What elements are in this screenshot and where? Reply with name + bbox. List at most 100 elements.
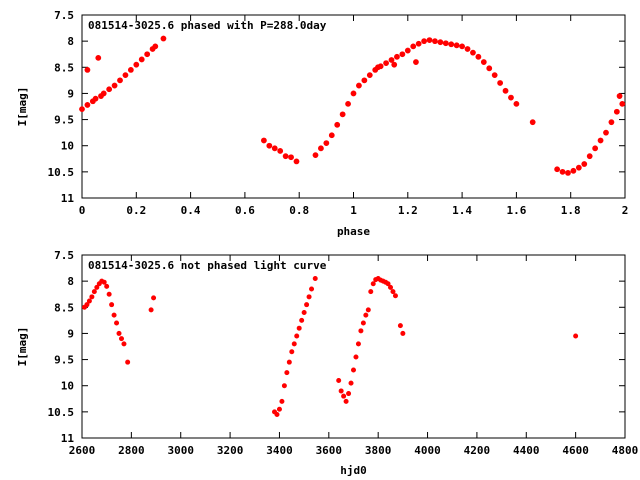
- data-point: [343, 398, 349, 404]
- data-point: [502, 87, 509, 94]
- data-point: [404, 47, 411, 54]
- y-tick-label: 8: [67, 35, 74, 48]
- data-point: [442, 40, 449, 47]
- data-point: [358, 328, 364, 334]
- data-point: [274, 411, 280, 417]
- data-point: [453, 42, 460, 49]
- x-tick-label: 1.8: [561, 204, 581, 217]
- data-point: [109, 302, 115, 308]
- x-tick-label: 4600: [562, 444, 589, 457]
- data-point: [399, 51, 406, 58]
- x-tick-label: 0: [79, 204, 86, 217]
- data-point: [592, 145, 599, 152]
- data-point: [84, 67, 91, 73]
- chart-title: 081514-3025.6 not phased light curve: [88, 259, 327, 272]
- data-point: [294, 333, 300, 339]
- data-point: [388, 57, 395, 63]
- data-point: [111, 312, 117, 318]
- data-point: [312, 152, 319, 159]
- data-point: [480, 59, 487, 65]
- y-tick-label: 11: [61, 192, 75, 205]
- data-point: [334, 121, 341, 128]
- data-point: [581, 161, 588, 167]
- data-point: [391, 61, 398, 68]
- x-tick-label: 3600: [316, 444, 343, 457]
- x-tick-label: 0.4: [181, 204, 201, 217]
- data-point: [554, 166, 561, 173]
- x-axis-label: phase: [337, 225, 370, 238]
- data-point: [346, 391, 352, 397]
- data-point: [328, 132, 335, 139]
- data-point: [266, 142, 273, 149]
- data-point: [338, 388, 344, 394]
- data-point: [301, 310, 307, 316]
- data-point: [448, 41, 455, 48]
- y-tick-label: 10: [61, 140, 74, 153]
- data-point: [570, 167, 577, 174]
- x-tick-label: 2600: [69, 444, 96, 457]
- y-tick-label: 7.5: [54, 9, 74, 22]
- data-point: [366, 72, 373, 79]
- data-point: [421, 38, 427, 45]
- x-tick-label: 3400: [266, 444, 293, 457]
- data-point: [312, 276, 318, 282]
- x-tick-label: 3800: [365, 444, 392, 457]
- data-point: [122, 72, 129, 79]
- data-point: [138, 56, 145, 63]
- data-point: [385, 281, 391, 287]
- y-tick-label: 9.5: [54, 114, 74, 127]
- data-point: [375, 64, 381, 71]
- data-point: [336, 377, 342, 383]
- data-point: [565, 170, 571, 176]
- x-tick-label: 3000: [167, 444, 194, 457]
- data-point: [410, 43, 417, 50]
- data-point: [350, 367, 356, 373]
- data-point: [289, 349, 295, 355]
- data-point: [432, 38, 438, 45]
- y-tick-label: 9.5: [54, 354, 74, 367]
- x-tick-label: 4000: [414, 444, 441, 457]
- chart-title: 081514-3025.6 phased with P=288.0day: [88, 19, 327, 32]
- data-point: [106, 291, 112, 297]
- data-point: [426, 37, 433, 43]
- data-point: [365, 307, 371, 313]
- data-point: [152, 43, 159, 50]
- data-point: [353, 354, 359, 360]
- data-point: [341, 393, 347, 399]
- x-tick-label: 1.6: [506, 204, 526, 217]
- data-point: [616, 93, 623, 99]
- x-tick-label: 4400: [513, 444, 540, 457]
- data-point: [356, 82, 362, 89]
- data-point: [529, 119, 536, 126]
- data-point: [86, 298, 92, 304]
- data-point: [392, 293, 398, 299]
- data-point: [486, 65, 493, 72]
- data-point: [286, 359, 292, 365]
- x-tick-label: 2: [622, 204, 629, 217]
- plot-frame: [81, 14, 626, 199]
- x-tick-label: 1: [350, 204, 357, 217]
- x-tick-label: 1.4: [452, 204, 472, 217]
- data-point: [513, 100, 520, 107]
- y-tick-label: 8.5: [54, 61, 74, 74]
- data-point: [363, 312, 369, 318]
- data-point: [370, 281, 376, 287]
- data-point: [348, 380, 354, 386]
- y-tick-label: 10.5: [48, 406, 75, 419]
- x-tick-label: 2800: [118, 444, 145, 457]
- data-point: [597, 137, 604, 144]
- data-point: [111, 82, 118, 89]
- chart-panel-phased: 0 0.2 0.4 0.6 0.8 1 1.2 1.4 1.6 1.8 2 7.5 8 8.5 9 9.5 10…: [16, 9, 628, 238]
- data-point: [309, 286, 315, 292]
- data-point: [413, 59, 419, 65]
- data-point: [397, 323, 403, 329]
- x-tick-label: 1.2: [398, 204, 418, 217]
- data-point: [281, 383, 287, 389]
- data-point: [284, 370, 290, 376]
- data-point: [100, 90, 107, 97]
- data-point: [559, 168, 566, 175]
- data-point: [133, 61, 140, 68]
- data-point: [361, 77, 368, 84]
- data-point: [306, 294, 312, 300]
- data-point: [350, 90, 357, 97]
